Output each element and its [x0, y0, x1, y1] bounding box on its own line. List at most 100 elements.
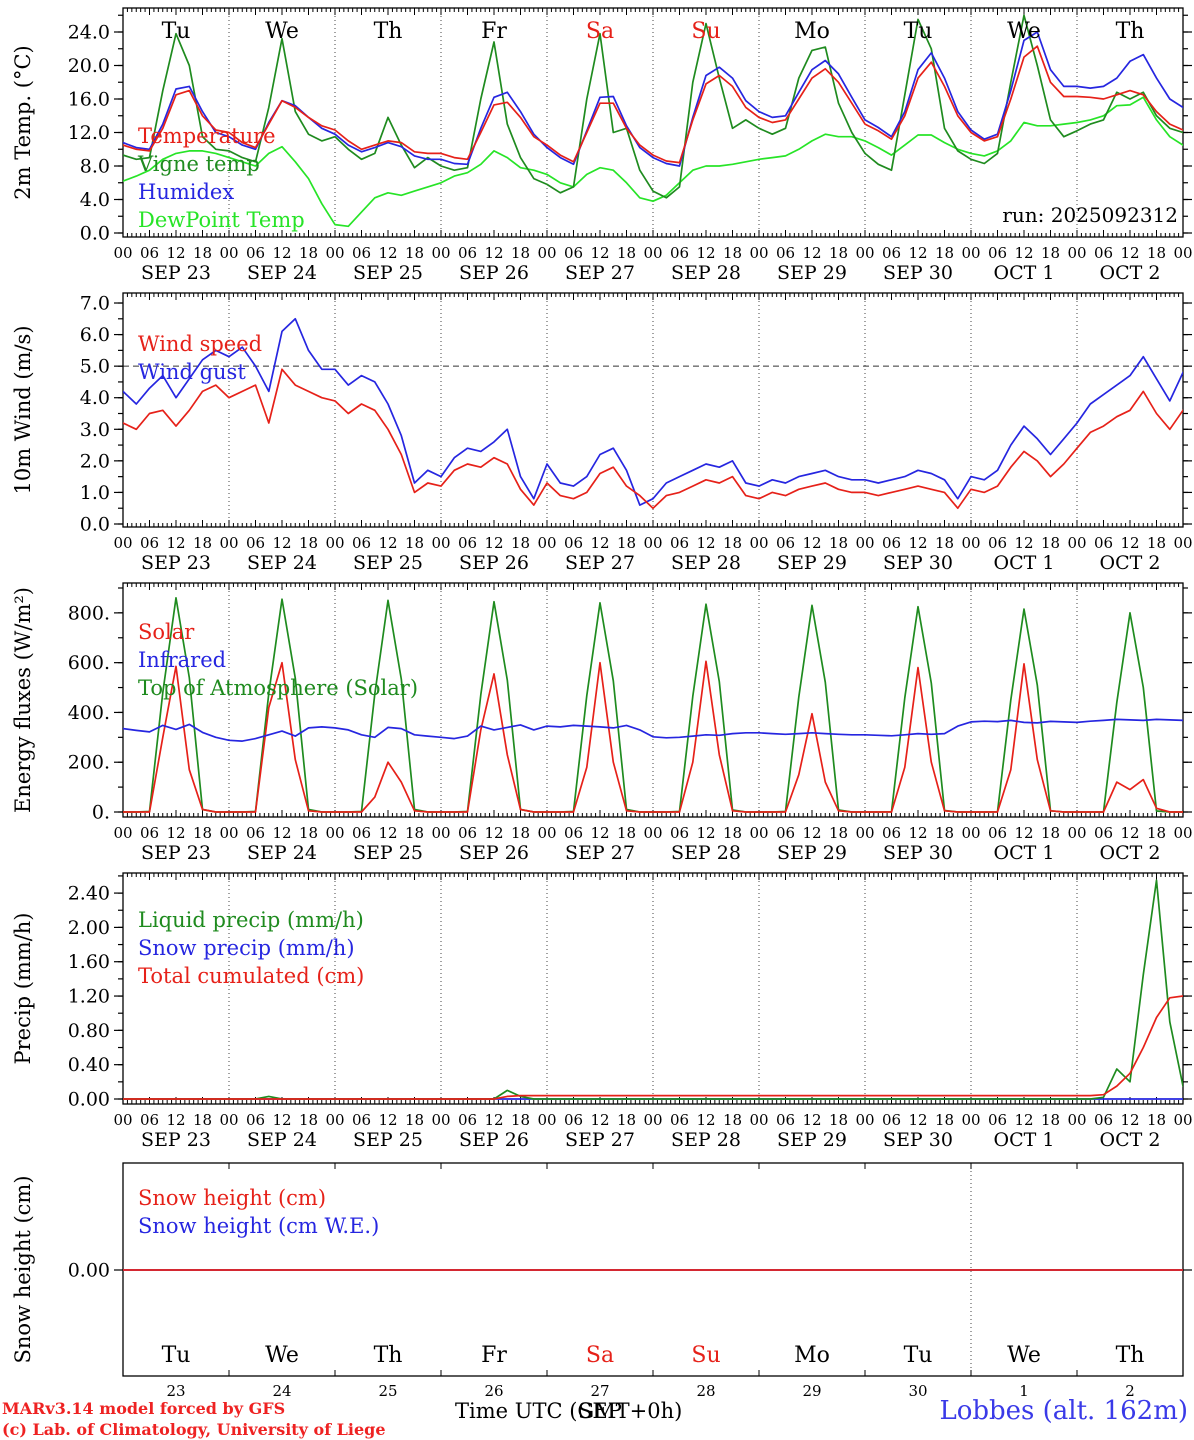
- svg-text:12: 12: [696, 244, 715, 262]
- svg-text:00: 00: [1067, 244, 1086, 262]
- svg-text:We: We: [265, 1343, 299, 1368]
- svg-text:18: 18: [511, 244, 530, 262]
- svg-text:06: 06: [246, 824, 265, 842]
- svg-text:18: 18: [405, 1111, 424, 1129]
- legend-item: Liquid precip (mm/h): [138, 908, 364, 932]
- svg-text:00: 00: [855, 244, 874, 262]
- svg-text:06: 06: [352, 1111, 371, 1129]
- svg-text:06: 06: [140, 244, 159, 262]
- svg-text:00: 00: [643, 244, 662, 262]
- svg-text:2.00: 2.00: [68, 917, 110, 939]
- svg-text:Energy fluxes (W/m²): Energy fluxes (W/m²): [11, 587, 35, 813]
- legend-item: Humidex: [138, 180, 235, 204]
- svg-text:SEP 24: SEP 24: [247, 262, 317, 284]
- svg-text:06: 06: [352, 824, 371, 842]
- svg-text:18: 18: [1147, 534, 1166, 552]
- svg-text:06: 06: [882, 824, 901, 842]
- legend-item: Vigne temp: [138, 152, 260, 176]
- svg-text:00: 00: [643, 1111, 662, 1129]
- svg-text:SEP 30: SEP 30: [883, 1129, 953, 1151]
- svg-text:0.80: 0.80: [68, 1020, 110, 1042]
- legend-wind-panel: Wind speed Wind gust: [138, 330, 262, 386]
- svg-text:0.00: 0.00: [68, 1260, 110, 1282]
- svg-text:18: 18: [405, 824, 424, 842]
- svg-text:5.0: 5.0: [80, 356, 110, 378]
- svg-text:06: 06: [140, 824, 159, 842]
- svg-text:4.0: 4.0: [80, 189, 110, 211]
- svg-text:SEP 29: SEP 29: [777, 552, 847, 574]
- svg-text:06: 06: [670, 824, 689, 842]
- svg-text:00: 00: [855, 1111, 874, 1129]
- svg-text:18: 18: [829, 244, 848, 262]
- svg-text:00: 00: [643, 824, 662, 842]
- footer-credit-line2: (c) Lab. of Climatology, University of L…: [2, 1420, 386, 1439]
- svg-text:SEP 27: SEP 27: [565, 552, 635, 574]
- svg-text:SEP 24: SEP 24: [247, 552, 317, 574]
- svg-text:00: 00: [219, 244, 238, 262]
- svg-text:Th: Th: [374, 1343, 403, 1368]
- svg-text:00: 00: [431, 1111, 450, 1129]
- footer-credit-line1: MARv3.14 model forced by GFS: [2, 1399, 286, 1418]
- svg-text:24.0: 24.0: [68, 22, 110, 44]
- svg-text:SEP 23: SEP 23: [141, 552, 211, 574]
- svg-text:SEP 27: SEP 27: [565, 1129, 635, 1151]
- svg-text:18: 18: [193, 1111, 212, 1129]
- svg-text:12: 12: [272, 1111, 291, 1129]
- svg-text:00: 00: [219, 1111, 238, 1129]
- svg-text:18: 18: [1041, 244, 1060, 262]
- svg-text:Fr: Fr: [481, 19, 507, 44]
- svg-text:Sa: Sa: [586, 19, 614, 44]
- svg-text:0.00: 0.00: [68, 1089, 110, 1111]
- svg-text:06: 06: [776, 1111, 795, 1129]
- svg-text:SEP 29: SEP 29: [777, 842, 847, 864]
- svg-text:12: 12: [166, 1111, 185, 1129]
- svg-text:06: 06: [458, 244, 477, 262]
- svg-text:18: 18: [299, 244, 318, 262]
- svg-text:12: 12: [802, 1111, 821, 1129]
- svg-text:12: 12: [908, 824, 927, 842]
- svg-text:SEP 28: SEP 28: [671, 842, 741, 864]
- svg-text:18: 18: [723, 824, 742, 842]
- svg-text:Tu: Tu: [162, 19, 191, 44]
- svg-text:06: 06: [564, 534, 583, 552]
- svg-text:06: 06: [140, 1111, 159, 1129]
- svg-text:00: 00: [961, 534, 980, 552]
- svg-text:23: 23: [166, 1382, 185, 1400]
- svg-text:12: 12: [590, 244, 609, 262]
- svg-text:SEP 24: SEP 24: [247, 1129, 317, 1151]
- svg-text:06: 06: [988, 824, 1007, 842]
- svg-text:00: 00: [643, 534, 662, 552]
- svg-text:1.60: 1.60: [68, 951, 110, 973]
- legend-snow-panel: Snow height (cm) Snow height (cm W.E.): [138, 1184, 379, 1240]
- legend-item: Snow height (cm): [138, 1186, 327, 1210]
- svg-text:OCT 1: OCT 1: [994, 552, 1055, 574]
- svg-text:12: 12: [1014, 1111, 1033, 1129]
- svg-text:25: 25: [378, 1382, 397, 1400]
- svg-text:00: 00: [113, 534, 132, 552]
- svg-text:SEP 30: SEP 30: [883, 552, 953, 574]
- svg-text:1.0: 1.0: [80, 482, 110, 504]
- svg-text:00: 00: [325, 1111, 344, 1129]
- svg-text:00: 00: [961, 1111, 980, 1129]
- svg-text:06: 06: [776, 534, 795, 552]
- svg-text:Th: Th: [1116, 19, 1145, 44]
- svg-text:06: 06: [1094, 244, 1113, 262]
- month-overlay-label: SEP: [578, 1399, 622, 1423]
- svg-text:18: 18: [511, 534, 530, 552]
- svg-text:18: 18: [405, 244, 424, 262]
- svg-text:12: 12: [590, 534, 609, 552]
- svg-text:00: 00: [855, 534, 874, 552]
- svg-text:18: 18: [511, 1111, 530, 1129]
- svg-text:00: 00: [1173, 244, 1192, 262]
- svg-text:OCT 2: OCT 2: [1100, 552, 1161, 574]
- svg-text:06: 06: [458, 824, 477, 842]
- svg-text:400.: 400.: [68, 702, 110, 724]
- svg-text:06: 06: [1094, 1111, 1113, 1129]
- svg-text:12: 12: [696, 534, 715, 552]
- svg-text:00: 00: [1067, 534, 1086, 552]
- svg-text:06: 06: [670, 244, 689, 262]
- svg-text:00: 00: [325, 534, 344, 552]
- svg-text:SEP 26: SEP 26: [459, 552, 529, 574]
- svg-text:12: 12: [378, 534, 397, 552]
